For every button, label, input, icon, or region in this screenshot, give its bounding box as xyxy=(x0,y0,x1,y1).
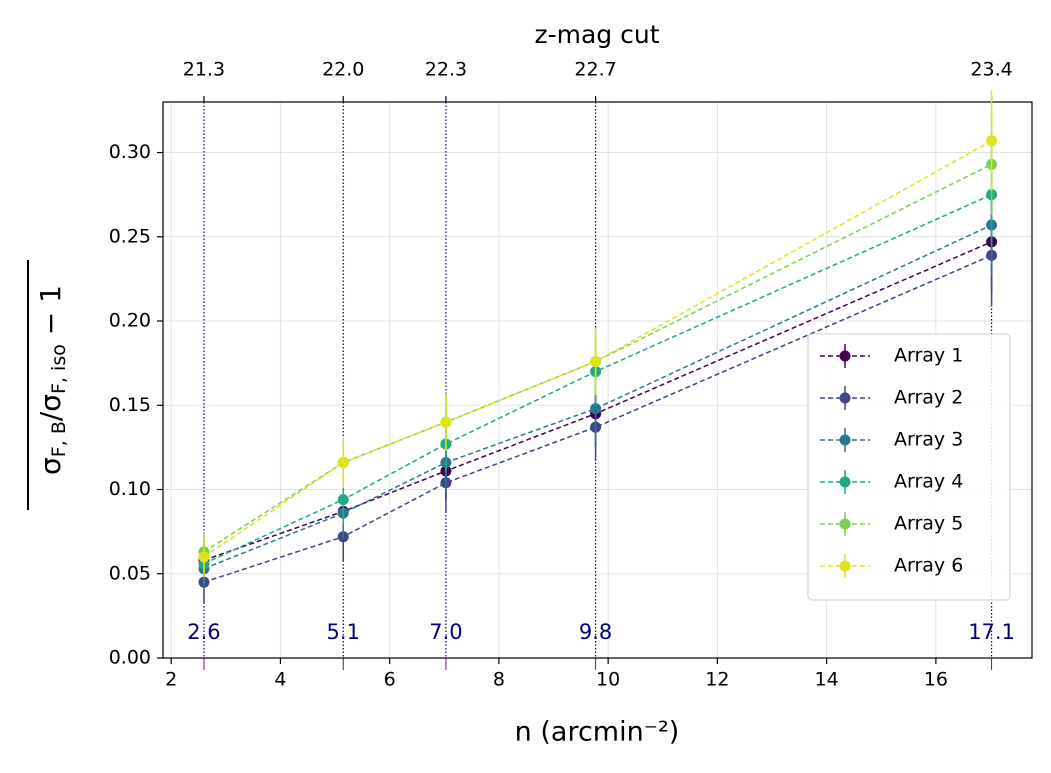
y-tick-label: 0.25 xyxy=(109,225,151,247)
point xyxy=(337,494,349,506)
legend-marker xyxy=(839,518,851,530)
legend-marker xyxy=(839,560,851,572)
y-tick-label: 0.30 xyxy=(109,141,151,163)
x-tick-label: 4 xyxy=(274,669,286,691)
series-line xyxy=(203,193,992,565)
point xyxy=(590,403,602,415)
legend-label: Array 4 xyxy=(894,471,963,493)
legend-marker xyxy=(839,434,851,446)
point xyxy=(440,416,452,428)
top-tick-label: 22.0 xyxy=(322,59,364,81)
top-tick-label: 23.4 xyxy=(970,59,1012,81)
y-label-part: /σ xyxy=(34,394,67,421)
annotation: 17.1 xyxy=(968,620,1015,644)
top-axis-title: z-mag cut xyxy=(534,20,659,49)
point xyxy=(337,457,349,469)
legend-marker xyxy=(839,392,851,404)
annotation: 2.6 xyxy=(187,620,220,644)
series-line xyxy=(203,254,992,583)
x-tick-label: 14 xyxy=(815,669,839,691)
x-tick-label: 10 xyxy=(596,669,620,691)
y-label-part: σ xyxy=(34,457,67,475)
x-tick-label: 16 xyxy=(924,669,948,691)
y-tick-label: 0.10 xyxy=(109,478,151,500)
legend-marker xyxy=(839,350,851,362)
y-label-part: − 1 xyxy=(34,285,67,344)
y-tick-label: 0.15 xyxy=(109,394,151,416)
x-axis-title: n (arcmin⁻²) xyxy=(515,717,680,748)
point xyxy=(590,355,602,367)
legend-label: Array 5 xyxy=(894,513,963,535)
annotation: 7.0 xyxy=(429,620,462,644)
y-label-part: F, iso xyxy=(48,344,70,394)
legend-label: Array 1 xyxy=(894,345,963,367)
x-tick-label: 2 xyxy=(165,669,177,691)
legend-label: Array 2 xyxy=(894,387,963,409)
x-tick-label: 12 xyxy=(705,669,729,691)
top-tick-label: 22.7 xyxy=(574,59,616,81)
y-tick-label: 0.00 xyxy=(109,647,151,669)
legend-marker xyxy=(839,476,851,488)
legend-label: Array 3 xyxy=(894,429,963,451)
y-label-part: F, B xyxy=(48,421,70,457)
annotation: 9.8 xyxy=(579,620,612,644)
point xyxy=(986,135,998,147)
y-axis-title-text: σF, B/σF, iso − 1 xyxy=(34,285,70,475)
plot-frame xyxy=(162,101,1033,659)
y-axis-title: σF, B/σF, iso − 1 xyxy=(27,260,70,510)
x-tick-label: 6 xyxy=(384,669,396,691)
point xyxy=(198,551,210,563)
y-tick-label: 0.05 xyxy=(109,562,151,584)
legend-box xyxy=(807,333,1011,601)
legend-label: Array 6 xyxy=(894,555,963,577)
y-tick-label: 0.20 xyxy=(109,310,151,332)
top-tick-label: 22.3 xyxy=(425,59,467,81)
annotation: 5.1 xyxy=(327,620,360,644)
series-line xyxy=(203,140,992,558)
top-tick-label: 21.3 xyxy=(183,59,225,81)
x-tick-label: 8 xyxy=(493,669,505,691)
